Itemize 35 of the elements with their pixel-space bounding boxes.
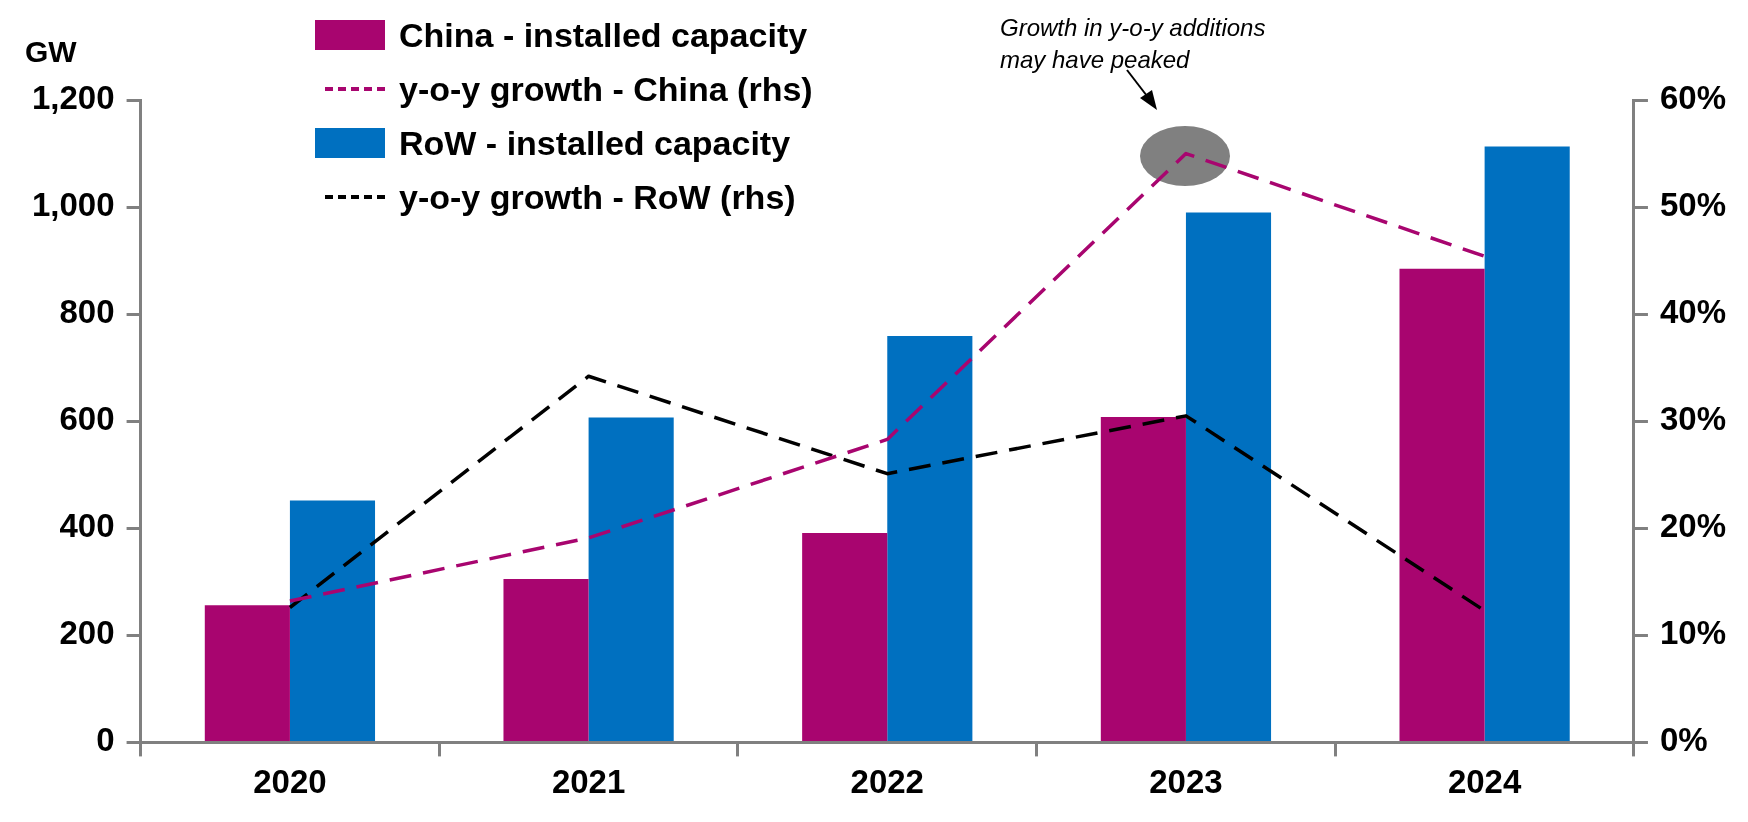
- legend-label: RoW - installed capacity: [399, 123, 791, 164]
- y2-tick-label: 0%: [1659, 721, 1708, 759]
- legend-label: China - installed capacity: [399, 15, 808, 56]
- bar: [204, 605, 290, 741]
- bar: [802, 533, 888, 741]
- bar: [1185, 212, 1272, 741]
- y2-tick-label: 50%: [1659, 186, 1727, 224]
- y-tick-label: 800: [59, 293, 115, 331]
- y-tick-label: 600: [59, 400, 115, 438]
- y-tick-label: 1,000: [31, 186, 115, 224]
- y-tick-label: 1,200: [31, 79, 115, 117]
- legend-label: y-o-y growth - RoW (rhs): [399, 177, 796, 218]
- x-tick-label: 2020: [253, 763, 327, 801]
- y-tick-label: 0: [96, 721, 115, 759]
- x-tick-label: 2021: [551, 763, 626, 801]
- y-tick-label: 400: [59, 507, 115, 545]
- y2-tick-label: 60%: [1659, 79, 1727, 117]
- bar: [588, 417, 674, 741]
- bar: [887, 336, 973, 741]
- y2-tick-label: 40%: [1659, 293, 1727, 331]
- x-tick-label: 2023: [1149, 763, 1223, 801]
- x-tick-label: 2024: [1447, 763, 1522, 801]
- y-axis-title: GW: [25, 35, 77, 69]
- bar: [1484, 146, 1570, 741]
- y-tick-label: 200: [59, 614, 115, 652]
- y2-tick-label: 30%: [1659, 400, 1727, 438]
- bar: [1399, 268, 1485, 741]
- legend-label: y-o-y growth - China (rhs): [399, 69, 813, 110]
- y2-tick-label: 10%: [1659, 614, 1727, 652]
- bar: [1100, 416, 1186, 741]
- text: Growth in y-o-y additions may have peaked: [1000, 13, 1267, 75]
- y2-tick-label: 20%: [1659, 507, 1727, 545]
- bar: [503, 579, 589, 741]
- bar: [289, 500, 376, 741]
- x-tick-label: 2022: [850, 763, 924, 801]
